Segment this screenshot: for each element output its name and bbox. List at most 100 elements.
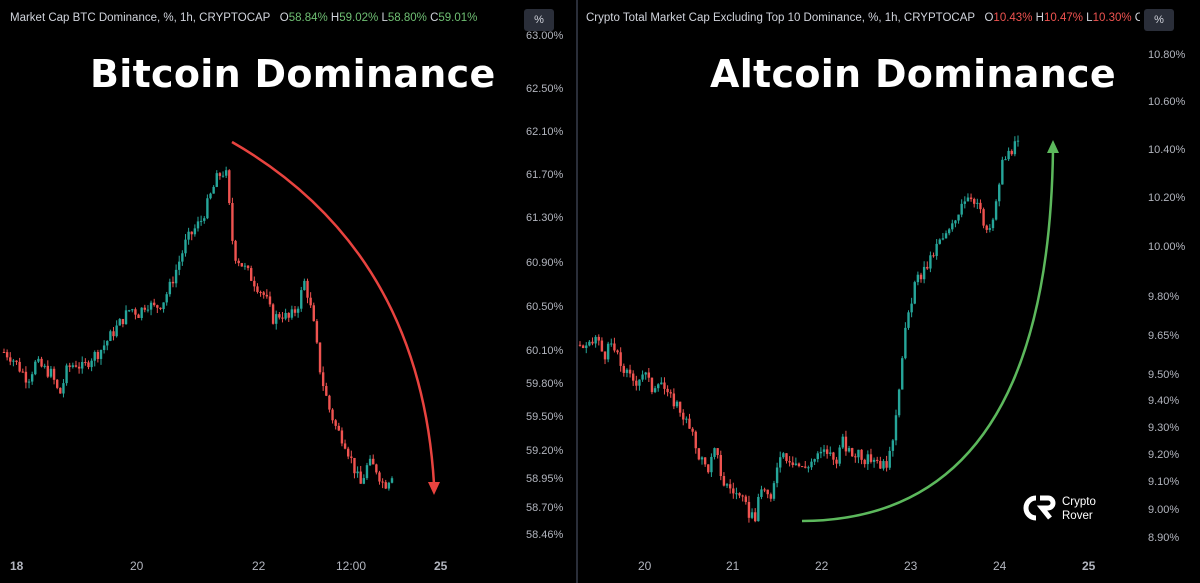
btc-candle (68, 365, 71, 367)
btc-y-tick: 62.10% (526, 126, 564, 138)
alt-candle (935, 243, 938, 256)
btc-candle (59, 387, 62, 394)
btc-candle (346, 448, 350, 457)
alt-candle (616, 350, 619, 353)
btc-x-tick: 25 (434, 559, 448, 573)
alt-candle (766, 489, 769, 495)
btc-y-tick: 59.80% (526, 378, 564, 390)
alt-candle (750, 512, 754, 518)
btc-candle (228, 170, 231, 204)
btc-price-axis[interactable]: % 63.00% 62.50% 62.10% 61.70% 61.30% 60.90% 60… (520, 0, 576, 583)
alt-candle (775, 467, 779, 484)
alt-candle (788, 461, 791, 463)
altcoin-dominance-chart[interactable]: Crypto Total Market Cap Excluding Top 10… (578, 0, 1155, 583)
alt-candle (631, 373, 635, 381)
alt-candle (578, 344, 582, 346)
btc-candle (184, 239, 187, 254)
alt-candle (772, 483, 776, 499)
btc-candle (34, 361, 37, 375)
btc-candle (134, 309, 137, 315)
alt-candle (869, 454, 873, 462)
alt-candle (882, 461, 885, 469)
alt-candle (600, 340, 604, 352)
btc-candle (102, 345, 106, 350)
alt-candle (713, 448, 716, 457)
alt-candle (628, 369, 632, 374)
btc-dominance-chart[interactable]: Market Cap BTC Dominance, %, 1h, CRYPTOC… (0, 0, 520, 583)
alt-candle (938, 239, 941, 244)
btc-candle (168, 281, 172, 295)
alt-candle (703, 457, 707, 465)
btc-candle (87, 362, 90, 368)
btc-candle (296, 308, 300, 313)
btc-candle (350, 456, 353, 458)
alt-title: Altcoin Dominance (710, 52, 1116, 96)
btc-candle (140, 307, 143, 318)
btc-candle (290, 309, 294, 318)
btc-candle (328, 395, 331, 410)
alt-y-tick: 9.65% (1148, 330, 1180, 342)
btc-unit-badge[interactable]: % (524, 9, 554, 31)
alt-candle (603, 351, 607, 360)
btc-candle (74, 365, 78, 367)
btc-x-tick: 20 (130, 559, 144, 573)
btc-candle (315, 321, 319, 343)
btc-chart-canvas[interactable] (0, 0, 520, 583)
alt-candle (782, 453, 785, 458)
btc-candle (206, 198, 209, 219)
btc-candle (212, 186, 215, 194)
alt-y-tick: 10.00% (1148, 241, 1186, 253)
alt-y-tick: 10.40% (1148, 144, 1186, 156)
alt-candle (625, 369, 629, 373)
alt-candle (722, 476, 726, 486)
alt-candle (932, 255, 935, 257)
btc-candle (318, 342, 322, 373)
alt-candle (957, 214, 960, 221)
alt-chart-canvas[interactable] (578, 0, 1138, 583)
alt-candle (738, 493, 741, 496)
btc-candle (84, 361, 87, 363)
btc-legend-close: 59.01% (438, 12, 478, 24)
btc-candle (93, 352, 96, 361)
alt-candle (716, 448, 719, 456)
btc-candle (287, 312, 290, 318)
alt-y-tick: 9.10% (1148, 476, 1180, 488)
alt-candle (660, 382, 663, 385)
alt-candle (876, 459, 879, 461)
btc-candle (71, 365, 75, 367)
alt-candle (816, 453, 819, 460)
alt-candle (982, 209, 985, 226)
btc-legend-h-label: H (330, 12, 340, 24)
alt-candle (669, 392, 672, 394)
btc-candle (165, 294, 168, 303)
alt-candle (891, 440, 895, 451)
btc-candle (365, 465, 369, 479)
btc-candle (137, 314, 140, 318)
alt-candle (991, 219, 995, 229)
alt-price-axis[interactable]: % 10.80% 10.60% 10.40% 10.20% 10.00% 9.80% 9.6… (1140, 0, 1200, 583)
alt-candle (929, 255, 932, 269)
alt-candle (1004, 159, 1007, 161)
btc-candle (353, 457, 356, 474)
alt-candle (969, 197, 973, 200)
alt-candle (979, 202, 982, 210)
btc-candle (256, 286, 259, 292)
btc-candle (221, 175, 225, 177)
logo-line2: Rover (1062, 510, 1093, 522)
btc-candle (152, 302, 156, 306)
alt-candle (901, 358, 904, 390)
btc-candle (372, 458, 375, 465)
alt-candle (591, 341, 594, 344)
alt-unit-badge[interactable]: % (1144, 9, 1174, 31)
btc-y-tick: 60.90% (526, 257, 564, 269)
btc-candle (387, 482, 391, 489)
btc-candle (368, 458, 372, 466)
btc-candle (46, 365, 50, 377)
alt-y-tick: 9.00% (1148, 504, 1180, 516)
alt-candle (941, 238, 945, 240)
btc-candle (281, 317, 284, 319)
btc-candle (21, 371, 24, 373)
alt-candle (688, 418, 691, 429)
alt-candle (854, 456, 857, 458)
alt-candle (638, 379, 641, 386)
